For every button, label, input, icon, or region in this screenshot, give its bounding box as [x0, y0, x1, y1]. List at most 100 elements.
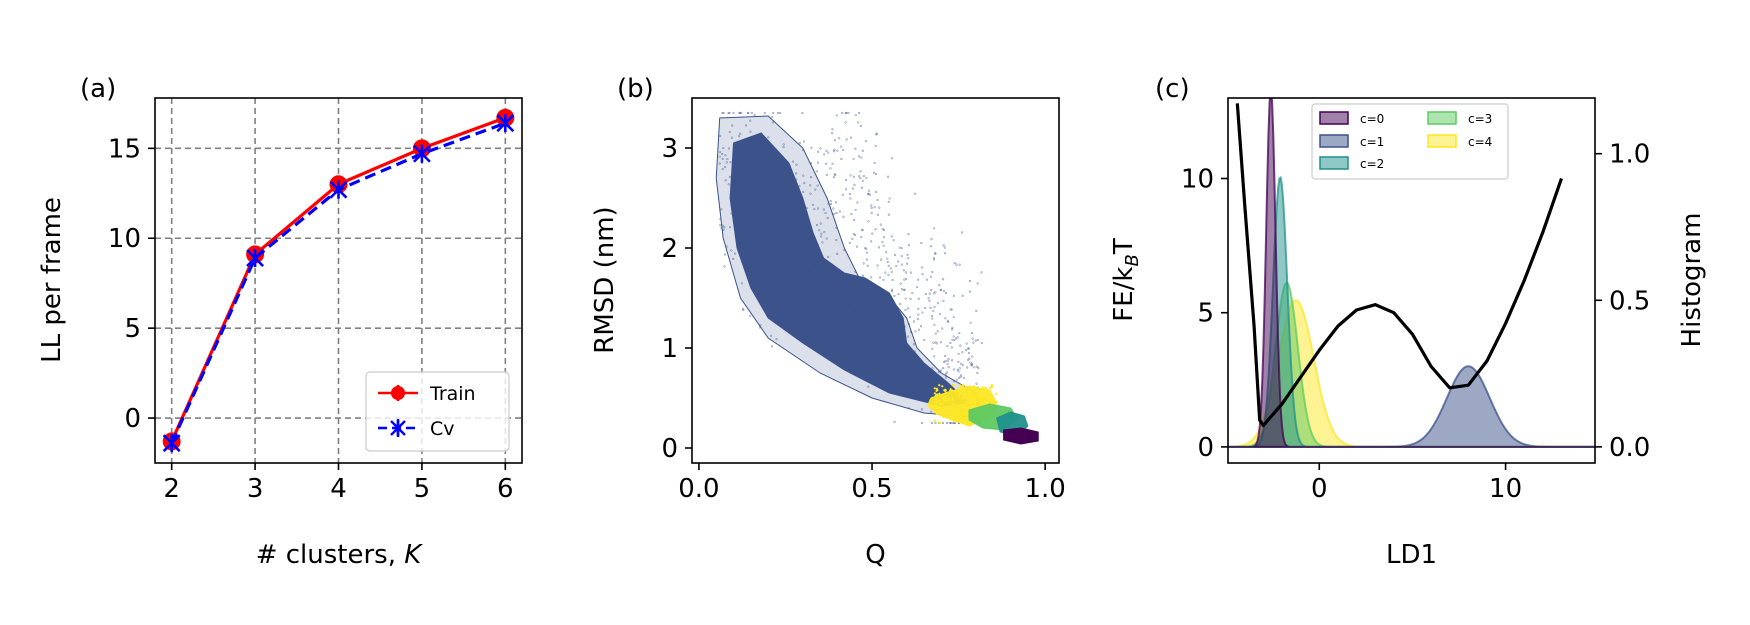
- panel-b-scatter-point: [848, 192, 852, 195]
- panel-b-scatter-point: [883, 295, 887, 298]
- panel-b-scatter-point: [729, 196, 732, 200]
- panel-b-scatter-point: [883, 311, 886, 315]
- panel-b-scatter-point: [959, 362, 963, 365]
- panel-b-scatter-point: [732, 180, 735, 184]
- panel-b-scatter-point: [891, 278, 894, 282]
- panel-b-scatter-point: [977, 367, 980, 370]
- panel-b-scatter-point: [970, 331, 974, 335]
- panel-b-scatter-point: [887, 264, 890, 267]
- panel-b-scatter-point: [944, 397, 947, 400]
- panel-b-scatter-point: [865, 258, 868, 261]
- panel-b-scatter-point: [779, 173, 782, 177]
- panel-b-scatter-point: [954, 411, 957, 414]
- panel-b-scatter-point: [961, 384, 964, 388]
- panel-b-scatter-point: [727, 147, 731, 150]
- panel-b-scatter-point: [788, 293, 791, 296]
- panel-b-scatter-point: [725, 245, 728, 248]
- panel-b-scatter-point: [933, 323, 936, 326]
- panel-b-scatter-point: [968, 394, 972, 397]
- panel-b-scatter-point: [965, 342, 968, 345]
- panel-b-scatter-point: [953, 421, 957, 425]
- panel-b-scatter-point: [739, 216, 742, 220]
- panel-b-scatter-point: [946, 344, 949, 348]
- panel-b-scatter-point: [962, 410, 965, 413]
- panel-b-scatter-point: [867, 192, 870, 195]
- panel-a-x-axis-label-var: K: [404, 540, 423, 570]
- panel-b-scatter-point: [767, 136, 770, 139]
- panel-b-scatter-point: [817, 150, 820, 153]
- panel-c-chart: (c) 0 10 0 5 10 0.0 0.5 1.0 LD1 FE/kBT Histogra…: [1109, 74, 1707, 570]
- panel-b-scatter-point: [934, 377, 938, 380]
- panel-a-y-tick-label: 10: [108, 224, 141, 254]
- panel-b-scatter-point: [964, 393, 967, 396]
- panel-b-scatter-point: [952, 420, 956, 423]
- panel-b-scatter-point: [853, 234, 857, 237]
- panel-b-scatter-point: [974, 390, 977, 393]
- panel-b-scatter-point: [764, 204, 767, 207]
- panel-b-scatter-point: [851, 237, 854, 240]
- panel-b-scatter-point: [884, 300, 887, 303]
- panel-b-scatter-point: [767, 188, 770, 192]
- panel-b-scatter-point: [867, 385, 870, 388]
- panel-b-scatter-point: [740, 227, 744, 230]
- panel-b-scatter-point: [917, 307, 920, 310]
- panel-b-scatter-point: [903, 393, 906, 396]
- panel-b-scatter-point: [819, 251, 822, 254]
- panel-b-scatter-point: [909, 367, 912, 370]
- panel-b-scatter-point: [928, 299, 931, 302]
- panel-b-scatter-point: [771, 214, 775, 217]
- panel-b-scatter-point: [874, 172, 878, 176]
- panel-b-scatter-point: [808, 236, 812, 239]
- panel-b-scatter-point: [763, 213, 766, 216]
- panel-b-scatter-point: [950, 402, 953, 405]
- panel-b-scatter-point: [970, 397, 973, 400]
- panel-b-scatter-point: [882, 236, 885, 239]
- panel-b-scatter-point: [903, 288, 906, 291]
- panel-b-scatter-point: [802, 148, 805, 152]
- panel-b-scatter-point: [890, 290, 894, 293]
- panel-b-scatter-point: [795, 178, 798, 181]
- panel-b-scatter-point: [916, 366, 920, 369]
- panel-b-scatter-point: [899, 282, 902, 285]
- panel-b-scatter-point: [939, 407, 943, 410]
- panel-b-x-tick-label: 0.5: [851, 474, 892, 504]
- panel-b-scatter-point: [887, 213, 890, 216]
- panel-b-scatter-point: [929, 275, 933, 278]
- panel-b-scatter-point: [815, 223, 819, 227]
- panel-b-scatter-point: [934, 421, 937, 425]
- panel-b-scatter-point: [933, 355, 936, 358]
- panel-b-scatter-point: [824, 162, 828, 165]
- panel-b-scatter-point: [955, 404, 959, 407]
- panel-b-scatter-point: [933, 410, 936, 414]
- panel-b-scatter-point: [967, 401, 971, 404]
- panel-b-scatter-point: [932, 341, 935, 344]
- panel-b-scatter-point: [741, 248, 744, 252]
- panel-b-scatter-point: [741, 195, 744, 198]
- panel-b-scatter-point: [932, 258, 936, 261]
- panel-b-scatter-point: [721, 111, 724, 115]
- panel-b-scatter-point: [929, 373, 932, 376]
- panel-b-scatter-point: [861, 149, 865, 152]
- panel-b-scatter-point: [829, 167, 832, 170]
- panel-a-legend: Train Cv: [365, 371, 510, 452]
- panel-b-scatter-point: [749, 130, 752, 133]
- panel-b-scatter-point: [881, 228, 884, 231]
- panel-b-scatter-point: [941, 402, 944, 405]
- panel-b-scatter-point: [986, 399, 989, 402]
- panel-b-scatter-point: [780, 255, 783, 259]
- panel-b-scatter-point: [823, 287, 827, 290]
- panel-b-scatter-point: [906, 253, 909, 256]
- panel-c-legend-label-c4: c=4: [1468, 135, 1492, 149]
- panel-b-scatter-point: [906, 335, 910, 338]
- panel-b-scatter-point: [885, 322, 888, 325]
- panel-b-scatter-point: [960, 374, 963, 377]
- panel-b-scatter-point: [943, 246, 946, 249]
- panel-b-scatter-point: [949, 421, 952, 425]
- panel-b-scatter-point: [841, 193, 844, 196]
- panel-b-scatter-point: [745, 161, 748, 164]
- panel-b-scatter-point: [943, 399, 946, 402]
- panel-b-scatter-point: [965, 349, 968, 352]
- panel-b-scatter-point: [870, 240, 873, 243]
- panel-b-scatter-point: [731, 124, 734, 127]
- panel-b-scatter-point: [750, 205, 753, 208]
